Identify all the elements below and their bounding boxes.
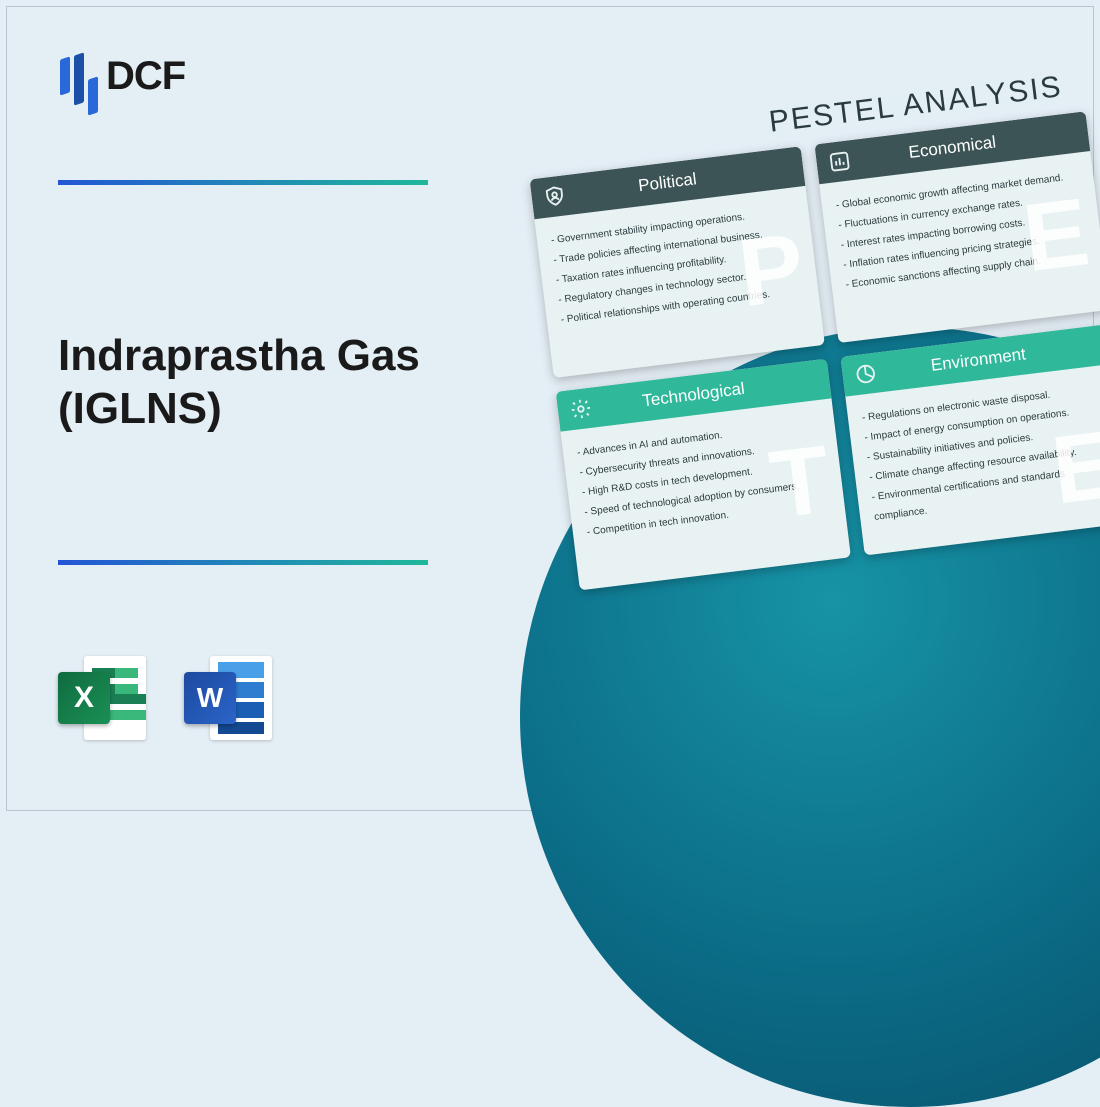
divider-top [58,180,428,185]
pestel-card: TechnologicalAdvances in AI and automati… [556,359,851,591]
file-icons-row: X W [58,650,280,746]
page-title: Indraprastha Gas (IGLNS) [58,330,558,436]
shield-user-icon [543,184,568,209]
dcf-logo-bars-icon [60,48,98,104]
pestel-card: EconomicalGlobal economic growth affecti… [814,111,1100,343]
pestel-card-title: Economical [907,132,997,163]
dcf-logo: DCF [60,48,185,104]
pestel-cards-grid: PoliticalGovernment stability impacting … [530,111,1100,590]
gear-icon [569,397,594,422]
bar-chart-icon [827,149,852,174]
excel-badge-letter: X [58,672,110,724]
pestel-card-title: Political [637,169,698,196]
pestel-panel: PESTEL ANALYSIS PoliticalGovernment stab… [524,68,1100,591]
dcf-logo-text: DCF [106,54,185,99]
pie-icon [853,362,878,387]
pestel-card-title: Technological [641,379,746,411]
divider-bottom [58,560,428,565]
word-badge-letter: W [184,672,236,724]
pestel-card: EnvironmentRegulations on electronic was… [840,324,1100,556]
excel-icon: X [58,650,154,746]
pestel-card-title: Environment [930,344,1027,375]
pestel-card: PoliticalGovernment stability impacting … [530,146,825,378]
word-icon: W [184,650,280,746]
pestel-card-body: Regulations on electronic waste disposal… [845,363,1100,547]
